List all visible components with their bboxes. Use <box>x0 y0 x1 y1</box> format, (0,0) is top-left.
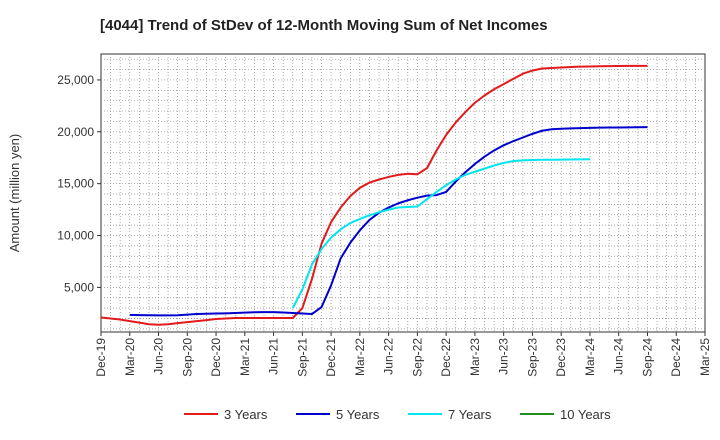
series-lines <box>100 64 648 326</box>
x-tick-label: Mar-22 <box>353 338 367 376</box>
y-tick-label: 10,000 <box>57 229 94 243</box>
legend: 3 Years 5 Years 7 Years 10 Years <box>184 407 611 422</box>
x-tick-label: Jun-23 <box>497 338 511 375</box>
x-tick-label: Jun-21 <box>267 338 281 375</box>
x-tick-label: Mar-25 <box>698 338 712 376</box>
x-tick-label: Dec-20 <box>209 338 223 377</box>
y-tick-label: 5,000 <box>64 280 94 294</box>
x-tick-label: Dec-24 <box>669 338 683 377</box>
legend-label: 10 Years <box>560 407 611 422</box>
chart-title: [4044] Trend of StDev of 12-Month Moving… <box>100 17 548 34</box>
x-tick-label: Sep-22 <box>410 338 424 377</box>
legend-label: 5 Years <box>336 407 380 422</box>
x-tick-label: Sep-24 <box>640 338 654 377</box>
x-tick-label: Mar-23 <box>468 338 482 376</box>
y-axis-label: Amount (million yen) <box>7 134 22 253</box>
x-tick-label: Sep-20 <box>180 338 194 377</box>
x-tick-label: Dec-21 <box>324 338 338 377</box>
x-tick-label: Jun-20 <box>152 338 166 375</box>
series-line-2 <box>129 126 648 317</box>
x-tick-label: Dec-22 <box>439 338 453 377</box>
legend-label: 3 Years <box>224 407 268 422</box>
x-tick-label: Jun-24 <box>612 338 626 375</box>
x-tick-label: Mar-24 <box>583 338 597 376</box>
y-tick-label: 20,000 <box>57 125 94 139</box>
x-tick-label: Sep-21 <box>295 338 309 377</box>
x-tick-label: Mar-20 <box>123 338 137 376</box>
x-tick-label: Mar-21 <box>238 338 252 376</box>
x-tick-label: Dec-19 <box>94 338 108 377</box>
y-axis: 5,000 10,000 15,000 20,000 25,000 <box>57 73 101 294</box>
plot-area <box>100 53 706 333</box>
x-axis: Dec-19 Mar-20 Jun-20 Sep-20 Dec-20 Mar-21 Jun-… <box>94 332 712 377</box>
y-tick-label: 25,000 <box>57 73 94 87</box>
series-line-3 <box>291 158 590 309</box>
series-line-1 <box>100 64 648 326</box>
y-tick-label: 15,000 <box>57 177 94 191</box>
x-tick-label: Sep-23 <box>525 338 539 377</box>
legend-label: 7 Years <box>448 407 492 422</box>
x-tick-label: Jun-22 <box>382 338 396 375</box>
x-tick-label: Dec-23 <box>554 338 568 377</box>
